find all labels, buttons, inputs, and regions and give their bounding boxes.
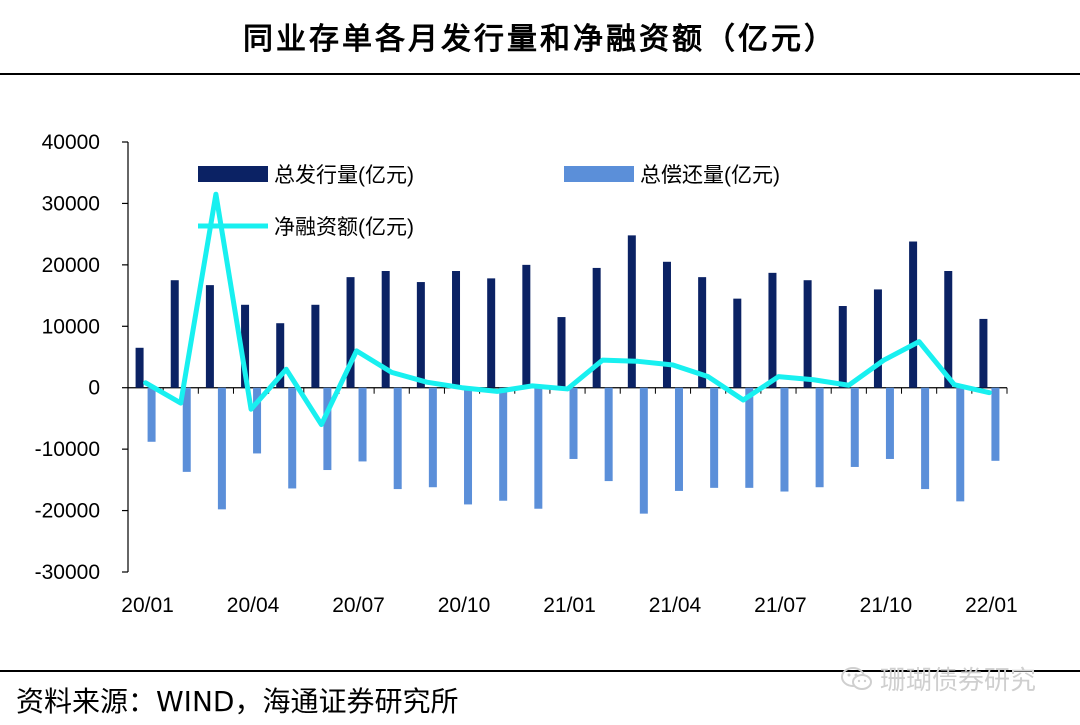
issuance-bar (944, 271, 953, 388)
issuance-bar (698, 277, 707, 388)
watermark: 珊瑚债券研究 (840, 660, 1036, 697)
repayment-bar (464, 387, 473, 505)
x-tick-label: 20/04 (227, 594, 280, 617)
y-tick-label: -30000 (35, 561, 100, 584)
issuance-bar (170, 280, 179, 388)
legend-swatch-repayment (564, 166, 634, 182)
net-financing-line (143, 191, 992, 428)
x-tick-label: 20/10 (438, 594, 491, 617)
repayment-bar (217, 387, 226, 510)
issuance-bar (452, 271, 461, 388)
watermark-text: 珊瑚债券研究 (880, 666, 1037, 696)
issuance-bar (276, 323, 285, 388)
issuance-bar (557, 317, 566, 388)
x-tick-label: 21/01 (543, 594, 596, 617)
issuance-bar (979, 318, 988, 388)
x-tick-label: 21/04 (649, 594, 702, 617)
legend-label-net: 净融资额(亿元) (274, 216, 414, 239)
x-tick-label: 21/07 (754, 594, 807, 617)
chart-title: 同业存单各月发行量和净融资额（亿元） (243, 22, 837, 57)
issuance-bar (662, 261, 671, 388)
x-tick-label: 22/01 (965, 594, 1018, 617)
repayment-bar (534, 387, 543, 509)
repayment-bar (393, 387, 402, 490)
repayment-bar (323, 387, 332, 471)
repayment-bar (499, 387, 508, 501)
footer-divider (0, 670, 1080, 672)
y-tick-label: -10000 (35, 438, 100, 461)
issuance-bar (522, 264, 531, 388)
issuance-bar (627, 235, 636, 388)
issuance-bar (803, 280, 812, 388)
repayment-bar (674, 387, 683, 491)
repayment-bar (885, 387, 894, 459)
x-tick-label: 20/01 (121, 594, 174, 617)
issuance-bar (381, 271, 390, 388)
repayment-bar (569, 387, 578, 459)
y-tick-label: -20000 (35, 500, 100, 523)
repayment-bar (428, 387, 437, 488)
issuance-bar (838, 306, 847, 388)
y-tick-label: 20000 (42, 254, 100, 277)
issuance-bar (592, 267, 601, 388)
legend-swatch-issuance (198, 166, 268, 182)
repayment-bar (921, 387, 930, 490)
issuance-bar (733, 298, 742, 388)
legend-label-issuance: 总发行量(亿元) (274, 164, 414, 187)
repayment-bar (253, 387, 262, 454)
issuance-bar (135, 347, 144, 388)
issuance-bar (909, 241, 918, 388)
repayment-bar (604, 387, 613, 482)
issuance-bar (873, 289, 882, 388)
y-tick-label: 30000 (42, 192, 100, 215)
issuance-bar (311, 304, 320, 388)
issuance-bar (416, 282, 425, 388)
repayment-bar (850, 387, 859, 467)
repayment-bar (147, 387, 156, 442)
issuance-bar (346, 277, 355, 388)
legend-label-repayment: 总偿还量(亿元) (640, 164, 780, 187)
y-tick-label: 10000 (42, 315, 100, 338)
issuance-bar (487, 278, 496, 388)
repayment-bar (358, 387, 367, 462)
issuance-bar (768, 272, 777, 388)
repayment-bar (780, 387, 789, 492)
source-note: 资料来源：WIND，海通证券研究所 (16, 685, 459, 718)
x-tick-label: 20/07 (332, 594, 385, 617)
repayment-bar (639, 387, 648, 514)
issuance-bar (241, 304, 250, 388)
x-tick-label: 21/10 (860, 594, 913, 617)
y-tick-label: 0 (88, 377, 100, 400)
repayment-bar (991, 387, 1000, 461)
y-tick-label: 40000 (42, 131, 100, 154)
wechat-icon (841, 666, 872, 690)
repayment-bar (288, 387, 297, 489)
issuance-bar (205, 285, 214, 388)
repayment-bar (182, 387, 191, 472)
title-divider (0, 73, 1080, 75)
repayment-bar (815, 387, 824, 488)
repayment-bar (745, 387, 754, 488)
repayment-bar (710, 387, 719, 488)
chart-canvas: 40000 30000 20000 10000 0 -10000 -20000 -30000 2… (35, 131, 1018, 617)
repayment-bar (956, 387, 965, 502)
